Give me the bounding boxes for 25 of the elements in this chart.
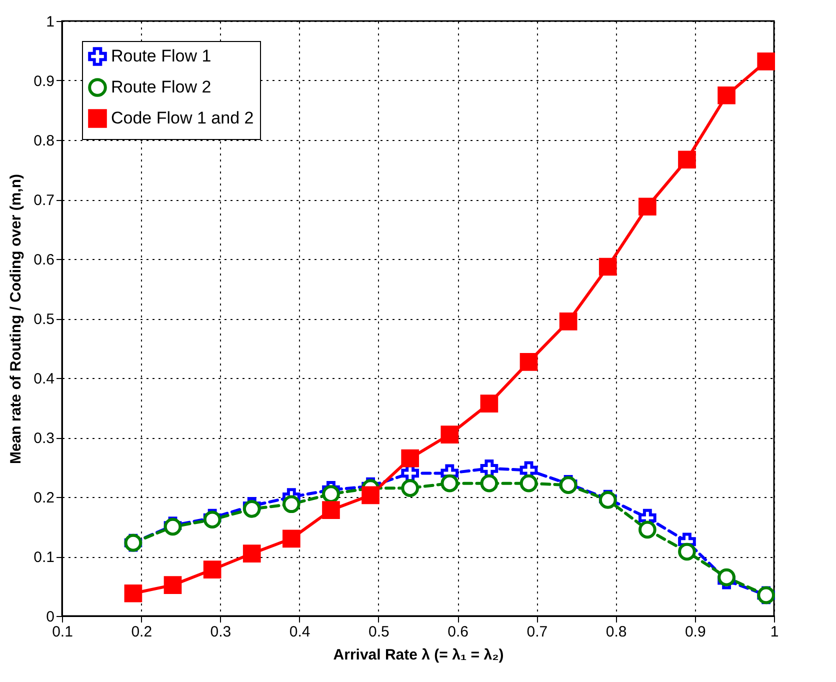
y-tick-label: 0.1 <box>34 549 54 566</box>
x-tick-label: 0.2 <box>131 624 152 640</box>
y-tick-label: 0.2 <box>34 490 54 506</box>
y-tick-label: 0.7 <box>34 192 54 209</box>
x-tick-label: 0.8 <box>606 624 627 640</box>
x-tick-label: 0.7 <box>526 624 548 640</box>
x-tick-label: 0.6 <box>448 624 468 640</box>
legend-label: Route Flow 2 <box>111 78 212 96</box>
y-tick-label: 0.6 <box>34 252 54 268</box>
y-tick-label: 0.5 <box>34 311 54 328</box>
x-tick-label: 1 <box>770 624 779 640</box>
x-axis-title: Arrival Rate λ (= λ₁ = λ₂) <box>333 646 504 664</box>
y-axis-title: Mean rate of Routing / Coding over (m,n) <box>8 174 25 464</box>
legend-label: Code Flow 1 and 2 <box>111 108 254 128</box>
x-tick-label: 0.5 <box>368 624 390 640</box>
y-tick-label: 0 <box>46 608 54 626</box>
legend-label: Route Flow 1 <box>111 46 212 66</box>
y-tick-label: 0.9 <box>34 73 54 90</box>
y-tick-label: 1 <box>46 14 54 30</box>
y-tick-label: 0.8 <box>34 132 54 150</box>
x-tick-label: 0.4 <box>289 624 310 640</box>
x-tick-label: 0.3 <box>210 624 232 640</box>
y-tick-label: 0.4 <box>34 370 54 388</box>
x-tick-label: 0.9 <box>684 624 706 640</box>
y-tick-label: 0.3 <box>34 430 54 447</box>
